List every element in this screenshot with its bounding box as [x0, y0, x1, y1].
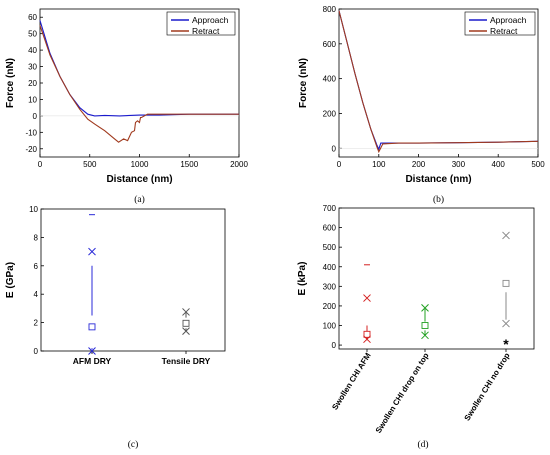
panel-a-line-chart: 0 500 1000 1500 2000 -20 -10 0 10 20 30 40 50 60 Dista…: [5, 8, 248, 205]
panel-d-box-chart: 0 100 200 300 400 500 600 700 E (kPa) Swollen CHI…: [297, 204, 535, 450]
extreme-marker: [502, 231, 510, 240]
x-tick-label: 100: [372, 160, 386, 169]
x-axis-label: Distance (nm): [405, 174, 471, 185]
legend-entry: Retract: [490, 26, 518, 36]
extreme-marker: [363, 335, 371, 344]
y-tick-label: 40: [28, 46, 37, 55]
y-tick-label: 10: [28, 95, 37, 104]
legend-entry: Approach: [490, 15, 527, 25]
extreme-marker: [421, 331, 429, 340]
y-tick-label: 300: [323, 282, 337, 291]
y-tick-label: 600: [323, 224, 337, 233]
legend-box: [166, 11, 236, 36]
y-tick-label: 400: [323, 263, 337, 272]
y-tick-label: 2: [34, 319, 39, 328]
x-tick-label: 400: [492, 160, 506, 169]
panel-caption: (a): [134, 194, 145, 205]
y-tick-label: 800: [323, 5, 337, 14]
mean-marker: [421, 322, 429, 329]
x-tick-label: 500: [531, 160, 545, 169]
legend-entry: Retract: [192, 26, 220, 36]
x-category-label: Swollen CHI AFM: [330, 351, 373, 412]
y-tick-label: 100: [323, 322, 337, 331]
panel-c-box-chart: 0 2 4 6 8 10 E (GPa) AFM DRY Tensile DRY (c): [5, 205, 226, 450]
y-tick-label: -10: [25, 128, 37, 137]
extreme-marker: [88, 347, 96, 355]
panel-caption: (b): [433, 194, 444, 205]
legend-entry: Approach: [192, 15, 229, 25]
y-axis-label: E (GPa): [5, 262, 16, 298]
y-axis-label: Force (nN): [298, 58, 309, 108]
x-category-label: Swollen CHI drop on top: [374, 351, 431, 435]
x-tick-label: 2000: [230, 160, 248, 169]
x-category-label: AFM DRY: [73, 356, 112, 366]
x-tick-label: 500: [83, 160, 97, 169]
x-category-label: Swollen CHI no drop: [463, 351, 512, 422]
y-tick-label: 8: [34, 233, 39, 242]
y-tick-label: 30: [28, 63, 37, 72]
y-axis-label: E (kPa): [297, 262, 308, 296]
extreme-marker: [88, 247, 96, 256]
panel-caption: (d): [417, 439, 428, 450]
y-tick-label: 10: [29, 205, 38, 214]
x-tick-label: 200: [412, 160, 426, 169]
y-tick-label: 0: [33, 112, 38, 121]
extreme-marker: [182, 308, 190, 316]
y-axis-label: Force (nN): [5, 58, 16, 108]
x-tick-label: 1000: [131, 160, 149, 169]
outlier-star: *: [503, 336, 509, 352]
y-tick-label: 0: [34, 347, 39, 356]
y-tick-label: 50: [28, 30, 37, 39]
panel-b-line-chart: 0 100 200 300 400 500 0 200 400 600 800 Distance (n…: [298, 5, 545, 205]
y-tick-label: 6: [34, 262, 39, 271]
mean-marker: [502, 279, 510, 287]
x-tick-label: 0: [38, 160, 43, 169]
plot-frame: [338, 207, 535, 350]
extreme-marker: [421, 304, 429, 312]
y-tick-label: 0: [332, 341, 337, 350]
x-tick-label: 300: [452, 160, 466, 169]
y-tick-label: 0: [332, 144, 337, 153]
x-category-label: Tensile DRY: [162, 356, 211, 366]
y-tick-label: 400: [323, 75, 337, 84]
extreme-marker: [363, 294, 371, 302]
series-line-retract: [338, 10, 539, 154]
plot-frame: [338, 8, 539, 158]
mean-marker: [88, 323, 96, 331]
extreme-marker: [182, 327, 190, 335]
series-line-retract: [39, 25, 239, 143]
y-tick-label: 500: [323, 243, 337, 252]
x-axis-label: Distance (nm): [106, 174, 172, 185]
y-tick-label: 200: [323, 302, 337, 311]
y-tick-label: 200: [323, 109, 337, 118]
panel-caption: (c): [128, 439, 139, 450]
y-tick-label: 20: [28, 79, 37, 88]
y-tick-label: 60: [28, 13, 37, 22]
x-tick-label: 0: [337, 160, 342, 169]
legend-box: [464, 11, 536, 36]
x-tick-label: 1500: [180, 160, 198, 169]
plot-frame: [40, 208, 226, 352]
y-tick-label: 4: [34, 290, 39, 299]
y-tick-label: 700: [323, 204, 337, 213]
extreme-marker: [502, 319, 510, 328]
y-tick-label: 600: [323, 40, 337, 49]
mean-marker: [182, 319, 190, 327]
y-tick-label: -20: [25, 145, 37, 154]
mean-marker: [363, 330, 371, 338]
